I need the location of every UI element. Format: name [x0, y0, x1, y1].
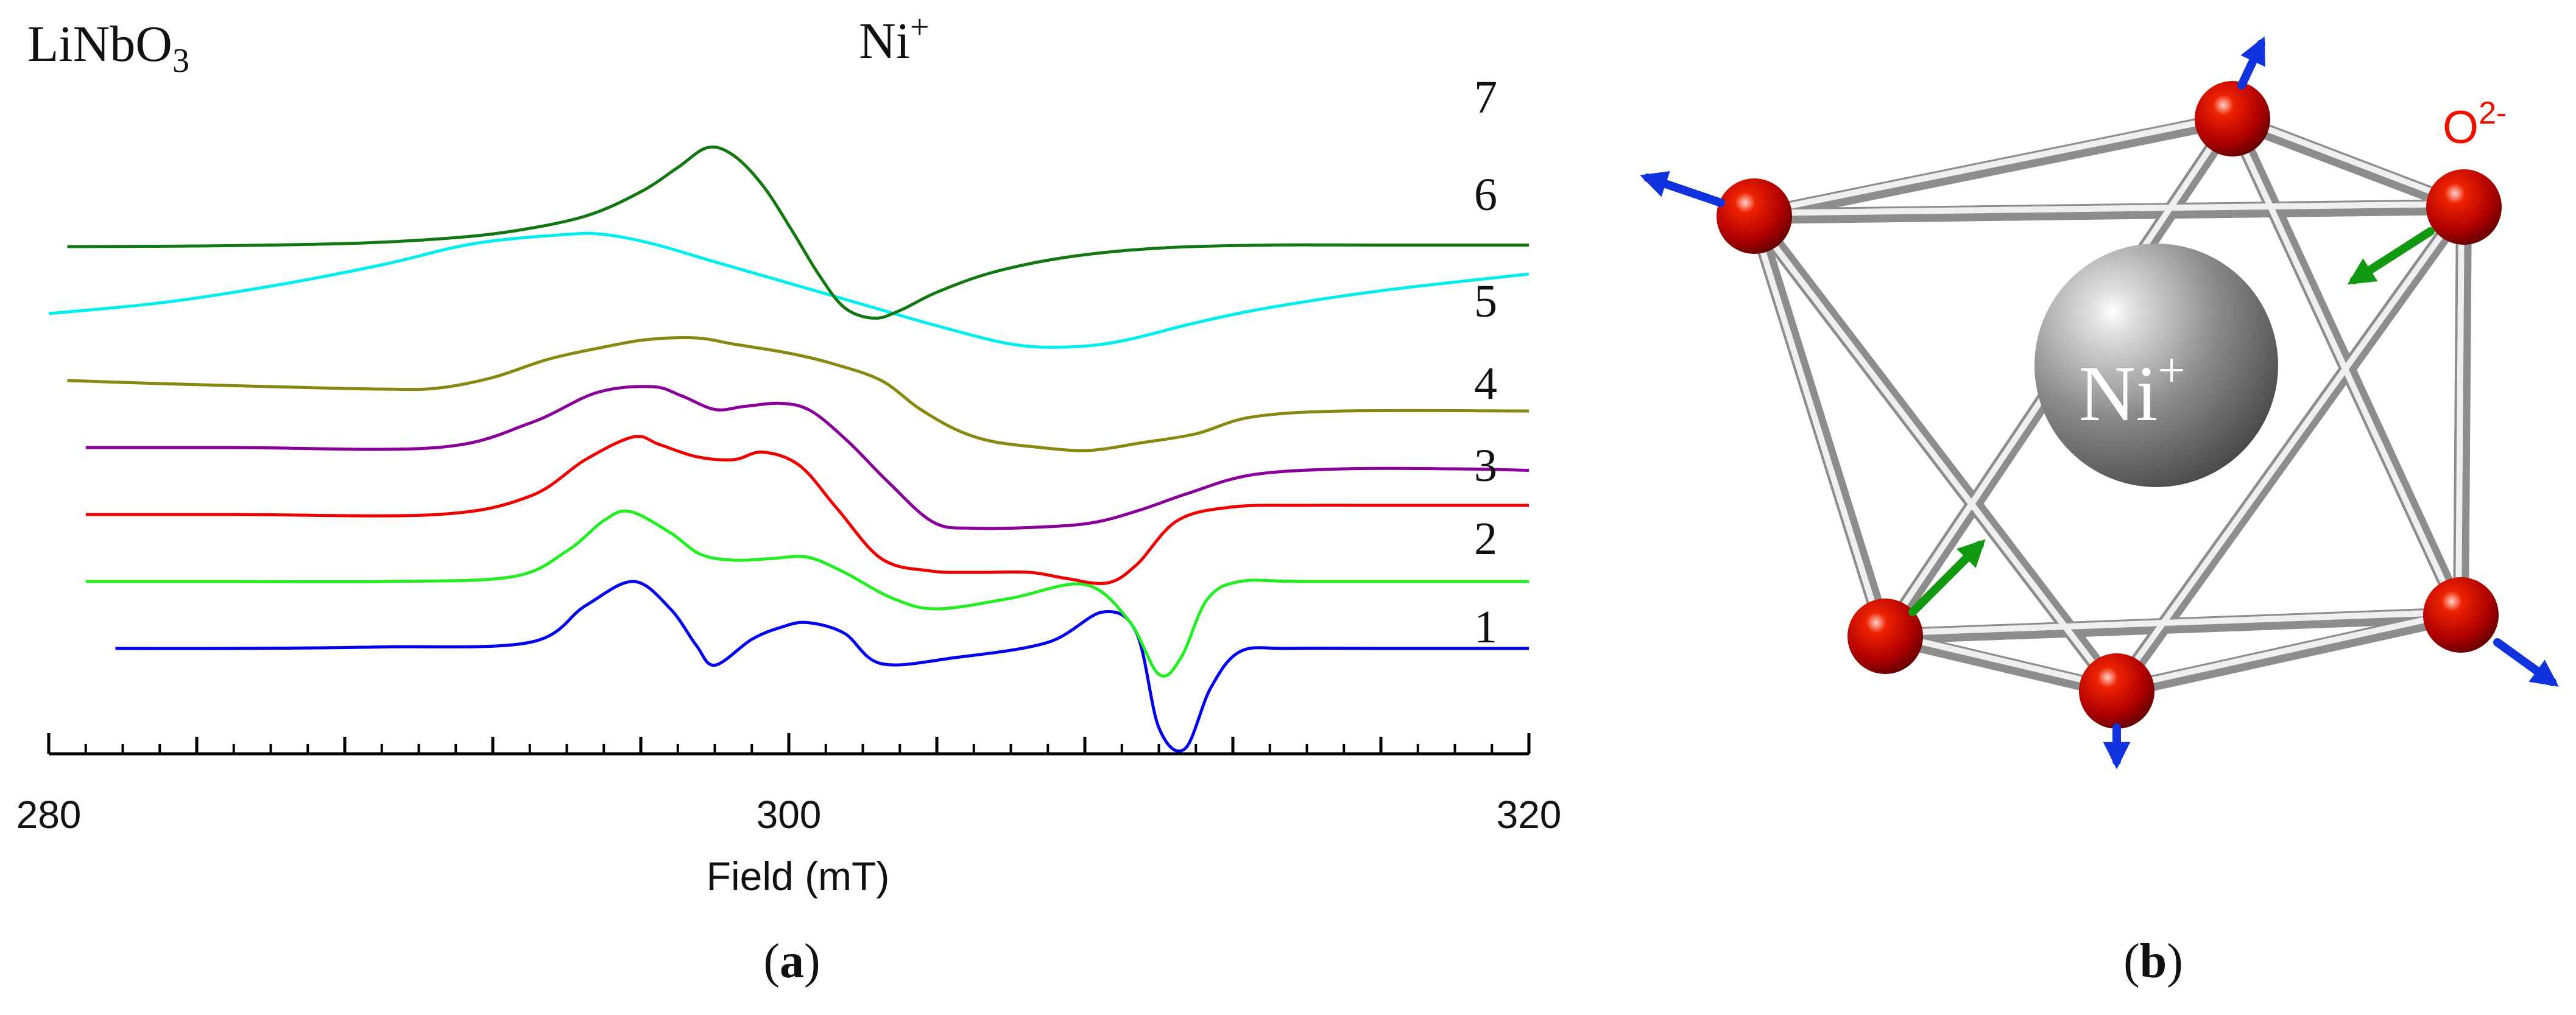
spectrum-curve-2	[85, 509, 1529, 678]
inward-arrow-icon	[2347, 227, 2435, 285]
inward-arrow-icon	[1908, 539, 1986, 616]
ion-label: Ni+	[859, 9, 930, 69]
oxygen-ligand-label: O2-	[2443, 96, 2507, 153]
outward-arrow-icon	[2493, 638, 2559, 687]
x-tick-label-280: 280	[16, 793, 82, 837]
curve-label-4: 4	[1474, 358, 1497, 409]
spectrum-curve-3	[85, 435, 1529, 585]
spectrum-curve-4	[85, 385, 1530, 530]
oxygen-atom	[2195, 81, 2270, 156]
panel-b-octahedron: Ni+ O2- (b)	[1640, 36, 2559, 988]
oxygen-atom	[1717, 178, 1792, 254]
x-axis: 280 300 320 Field (mT)	[16, 733, 1562, 899]
curve-label-6: 6	[1474, 169, 1497, 220]
oxygen-atom	[2079, 653, 2154, 729]
spectrum-curve-5	[67, 336, 1530, 452]
curve-label-2: 2	[1474, 513, 1497, 564]
displacement-arrows	[1640, 36, 2559, 770]
x-tick-label-300: 300	[757, 793, 822, 837]
oxygen-atom	[2423, 577, 2499, 653]
curve-label-5: 5	[1474, 276, 1497, 327]
curve-number-labels: 1 2 3 4 5 6 7	[1474, 72, 1497, 653]
nickel-ion-label: Ni+	[2078, 344, 2185, 438]
oxygen-atoms	[1717, 81, 2502, 729]
spectrum-curve-7	[67, 146, 1529, 320]
curve-label-1: 1	[1474, 602, 1497, 653]
panel-a-epr-spectra: 1 2 3 4 5 6 7 280 300 320 Field (mT) LiN…	[16, 9, 1562, 988]
spectrum-curve-1	[115, 580, 1529, 753]
curve-label-7: 7	[1474, 72, 1497, 123]
x-tick-label-320: 320	[1497, 793, 1562, 837]
oxygen-atom	[1847, 599, 1923, 674]
oxygen-atom	[2426, 169, 2502, 245]
curve-label-3: 3	[1474, 440, 1497, 491]
spectrum-curve-6	[48, 231, 1530, 349]
spectra-curves	[48, 146, 1530, 753]
caption-b: (b)	[2123, 935, 2183, 988]
x-axis-title: Field (mT)	[707, 854, 890, 899]
outward-arrow-icon	[1640, 170, 1725, 207]
caption-a: (a)	[763, 935, 820, 988]
material-label: LiNbO3	[27, 16, 189, 80]
outward-arrow-icon	[2237, 36, 2265, 90]
nickel-ion-sphere	[2034, 244, 2278, 487]
x-axis-ticks	[47, 733, 1531, 754]
